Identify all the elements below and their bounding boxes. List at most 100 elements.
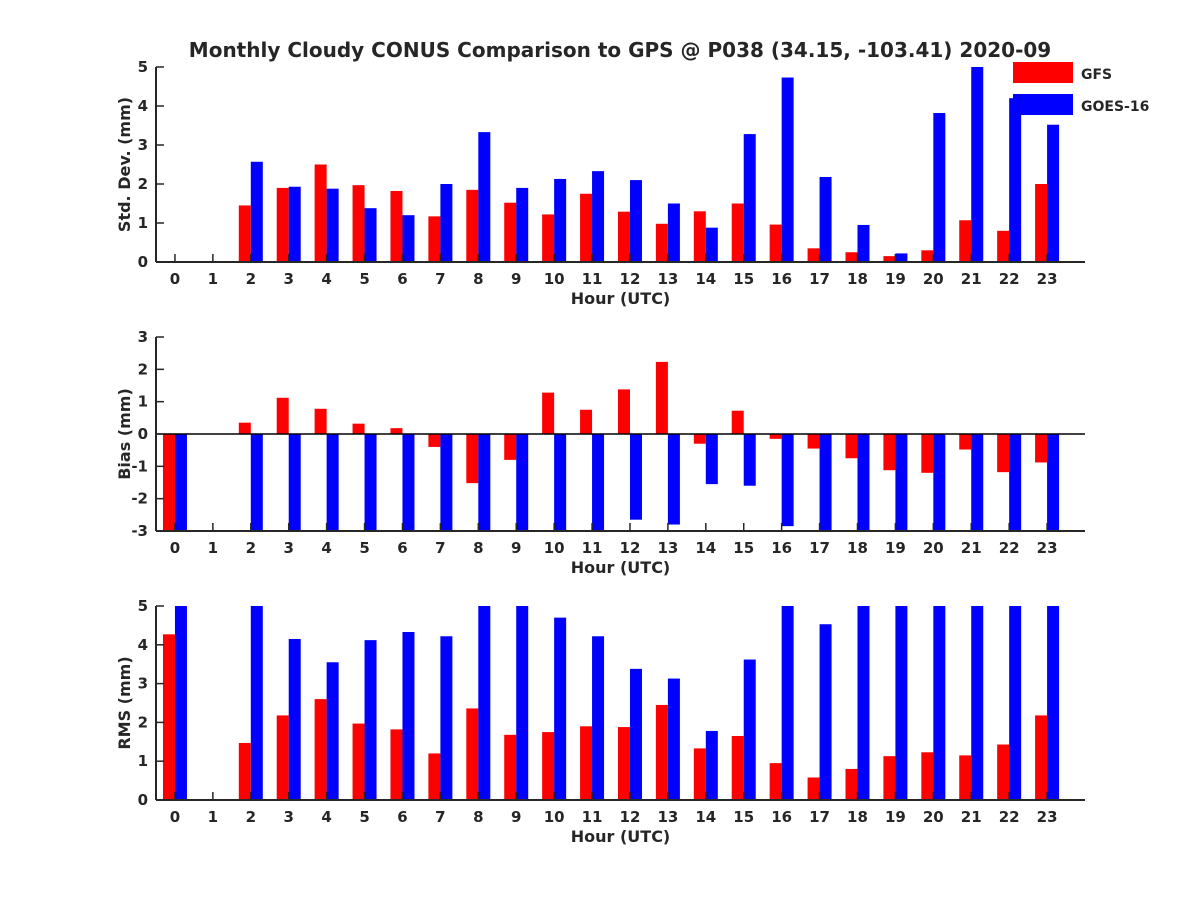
bar-gfs-hour-16: [769, 224, 782, 262]
bar-gfs-hour-7: [428, 216, 441, 262]
bar-gfs-hour-22: [997, 434, 1010, 473]
x-tick-label: 7: [435, 270, 445, 288]
bar-goes16-hour-20: [933, 434, 946, 531]
bar-goes16-hour-9: [516, 187, 529, 262]
y-tick-label: 3: [138, 136, 148, 154]
x-tick-label: 6: [397, 270, 407, 288]
bar-goes16-hour-16: [781, 434, 794, 527]
bar-goes16-hour-8: [478, 434, 491, 531]
x-tick-label: 21: [961, 270, 982, 288]
x-tick-label: 18: [847, 808, 868, 826]
y-tick-label: 4: [138, 636, 148, 654]
bar-goes16-hour-15: [743, 659, 756, 800]
x-tick-label: 16: [771, 539, 792, 557]
bar-goes16-hour-7: [440, 434, 453, 531]
bar-gfs-hour-17: [807, 434, 820, 449]
bar-gfs-hour-9: [504, 202, 517, 262]
bar-gfs-hour-16: [769, 763, 782, 800]
bar-gfs-hour-9: [504, 434, 517, 460]
bar-goes16-hour-18: [857, 224, 870, 262]
x-tick-label: 14: [695, 270, 716, 288]
x-tick-label: 3: [283, 808, 293, 826]
bar-goes16-hour-14: [705, 730, 718, 800]
bar-gfs-hour-0: [162, 634, 175, 800]
bar-goes16-hour-4: [326, 662, 339, 800]
bar-goes16-hour-8: [478, 132, 491, 262]
bar-gfs-hour-8: [466, 434, 479, 484]
bar-gfs-hour-7: [428, 434, 441, 447]
x-tick-label: 2: [246, 539, 256, 557]
bar-gfs-hour-3: [276, 187, 289, 262]
bar-gfs-hour-5: [352, 723, 365, 800]
x-tick-label: 23: [1037, 808, 1058, 826]
bar-gfs-hour-4: [314, 408, 327, 434]
bar-gfs-hour-21: [959, 434, 972, 450]
x-tick-label: 10: [544, 539, 565, 557]
bar-gfs-hour-15: [731, 203, 744, 262]
bar-goes16-hour-14: [705, 227, 718, 262]
x-axis-label: Hour (UTC): [571, 827, 671, 846]
x-tick-label: 9: [511, 270, 521, 288]
x-tick-label: 17: [809, 270, 830, 288]
bar-gfs-hour-20: [921, 752, 934, 800]
bar-gfs-hour-3: [276, 397, 289, 434]
bar-goes16-hour-7: [440, 184, 453, 262]
bar-gfs-hour-11: [580, 726, 593, 800]
bar-goes16-hour-13: [667, 203, 680, 262]
bar-goes16-hour-6: [402, 632, 415, 800]
bar-goes16-hour-19: [895, 253, 908, 262]
bar-goes16-hour-11: [592, 171, 605, 262]
x-tick-label: 13: [657, 270, 678, 288]
bar-gfs-hour-14: [693, 748, 706, 800]
bar-goes16-hour-12: [629, 434, 642, 520]
bar-gfs-hour-2: [238, 742, 251, 800]
bar-gfs-hour-22: [997, 230, 1010, 262]
y-tick-label: 5: [138, 58, 148, 76]
x-tick-label: 12: [620, 270, 641, 288]
x-tick-label: 1: [208, 539, 218, 557]
x-tick-label: 3: [283, 539, 293, 557]
bar-goes16-hour-17: [819, 176, 832, 262]
bar-goes16-hour-18: [857, 434, 870, 531]
x-tick-label: 2: [246, 270, 256, 288]
bar-goes16-hour-19: [895, 434, 908, 531]
x-tick-label: 19: [885, 270, 906, 288]
bar-gfs-hour-16: [769, 434, 782, 439]
x-tick-label: 14: [695, 808, 716, 826]
bar-gfs-hour-18: [845, 252, 858, 262]
x-tick-label: 0: [170, 539, 180, 557]
x-tick-label: 13: [657, 808, 678, 826]
bar-gfs-hour-23: [1035, 184, 1048, 262]
bar-goes16-hour-16: [781, 606, 794, 800]
bar-gfs-hour-10: [542, 214, 555, 262]
bar-goes16-hour-9: [516, 606, 529, 800]
bar-goes16-hour-23: [1047, 606, 1060, 800]
bar-gfs-hour-13: [655, 361, 668, 434]
bar-gfs-hour-4: [314, 164, 327, 262]
bar-goes16-hour-7: [440, 636, 453, 800]
x-tick-label: 9: [511, 539, 521, 557]
x-tick-label: 4: [321, 270, 331, 288]
x-tick-label: 16: [771, 270, 792, 288]
bar-gfs-hour-8: [466, 708, 479, 800]
bar-gfs-hour-12: [617, 389, 630, 434]
x-tick-label: 22: [999, 270, 1020, 288]
bar-goes16-hour-3: [288, 186, 301, 262]
bar-gfs-hour-13: [655, 704, 668, 800]
bar-goes16-hour-12: [629, 180, 642, 262]
bar-gfs-hour-6: [390, 191, 403, 262]
bar-gfs-hour-14: [693, 434, 706, 444]
bar-gfs-hour-18: [845, 768, 858, 800]
y-tick-label: 0: [138, 425, 148, 443]
bar-gfs-hour-7: [428, 753, 441, 800]
legend-label-goes16: GOES-16: [1081, 99, 1149, 115]
y-tick-label: 2: [138, 713, 148, 731]
bar-goes16-hour-16: [781, 77, 794, 262]
bar-goes16-hour-11: [592, 434, 605, 531]
x-tick-label: 4: [321, 808, 331, 826]
x-tick-label: 3: [283, 270, 293, 288]
bar-gfs-hour-10: [542, 732, 555, 800]
y-tick-label: 0: [138, 253, 148, 271]
